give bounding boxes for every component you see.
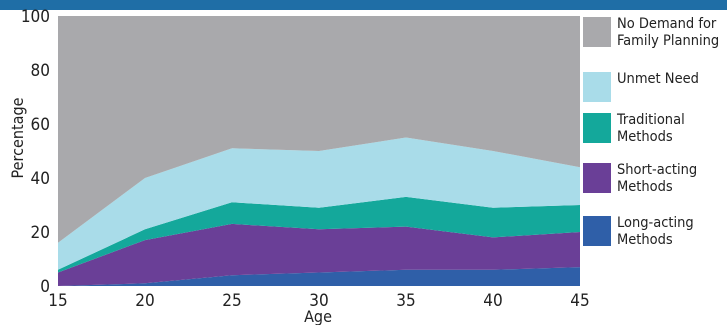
x-tick-label: 30: [309, 291, 328, 311]
y-tick-label: 80: [31, 61, 50, 81]
legend-item: Traditional Methods: [583, 112, 685, 146]
y-tick-label: 0: [40, 277, 50, 297]
legend-label: No Demand for Family Planning: [617, 16, 720, 49]
legend-item: Unmet Need: [583, 71, 699, 102]
legend-item: Short-acting Methods: [583, 162, 698, 196]
y-tick-labels: 0 20 40 60 80 100: [21, 7, 50, 297]
legend-swatch: [583, 17, 611, 47]
legend-label: Long-acting Methods: [617, 215, 694, 248]
x-tick-label: 45: [570, 291, 589, 311]
legend-swatch: [583, 113, 611, 143]
area-series-1: [58, 267, 580, 286]
area-series-group: [58, 16, 580, 286]
legend-label: Traditional Methods: [617, 112, 685, 145]
y-tick-label: 20: [31, 223, 50, 243]
legend-label: Short-acting Methods: [617, 162, 698, 195]
legend-item: No Demand for Family Planning: [583, 16, 720, 50]
x-tick-label: 40: [483, 291, 502, 311]
area-series-4: [58, 137, 580, 270]
x-tick-label: 20: [135, 291, 154, 311]
y-tick-label: 100: [21, 7, 50, 27]
y-axis-label: Percentage: [8, 97, 27, 178]
area-series-2: [58, 223, 580, 286]
area-series-3: [58, 196, 580, 273]
x-tick-labels: 15 20 25 30 35 40 45: [48, 291, 589, 311]
x-axis-label: Age: [304, 307, 332, 325]
x-tick-label: 25: [222, 291, 241, 311]
y-tick-label: 60: [31, 115, 50, 135]
x-tick-label: 15: [48, 291, 67, 311]
legend-item: Long-acting Methods: [583, 215, 694, 249]
legend-swatch: [583, 72, 611, 102]
area-series-5: [58, 16, 580, 243]
legend-swatch: [583, 216, 611, 246]
top-accent-bar: [0, 0, 727, 10]
legend-swatch: [583, 163, 611, 193]
legend-label: Unmet Need: [617, 71, 699, 87]
x-tick-label: 35: [396, 291, 415, 311]
y-tick-label: 40: [31, 169, 50, 189]
